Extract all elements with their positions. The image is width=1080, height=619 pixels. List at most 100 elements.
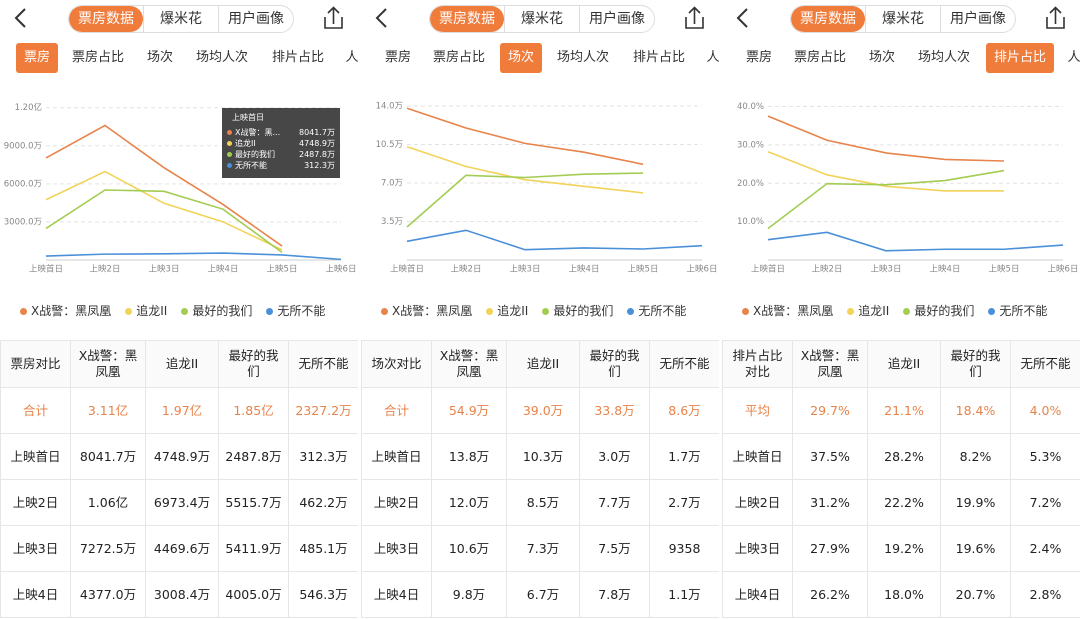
table-row: 上映4日 26.2% 18.0% 20.7% 2.8% (722, 571, 1080, 618)
x-tick-label: 上映5日 (989, 264, 1020, 275)
table-cell: 37.5% (792, 433, 868, 480)
header-cell: 追龙II (506, 340, 580, 388)
table-cell: 22.2% (867, 479, 941, 526)
table-cell: 12.0万 (431, 479, 507, 526)
tab[interactable]: 用户画像 (940, 6, 1015, 32)
table-cell: 312.3万 (288, 433, 358, 480)
legend-item: X战警：黑凤凰 (381, 302, 472, 319)
subtab[interactable]: 票房 (745, 50, 773, 65)
share-button[interactable] (685, 6, 704, 29)
subtab[interactable]: 场均人次 (195, 50, 249, 65)
tab-group: 票房数据 爆米花 用户画像 (68, 5, 294, 33)
legend-swatch (988, 308, 996, 315)
tooltip-value: 8041.7万 (299, 128, 335, 137)
header-cell: 追龙II (867, 340, 941, 388)
subtab[interactable]: 场均人次 (556, 50, 610, 65)
subtab[interactable]: 票房占比 (793, 50, 847, 65)
tooltip-name-wrap: 追龙II (227, 138, 256, 149)
table-cell: 7.2% (1010, 479, 1080, 526)
header-icons (375, 6, 704, 29)
table-row: 上映4日 4377.0万 3008.4万 4005.0万 546.3万 (0, 571, 358, 618)
table-cell: 3008.4万 (145, 571, 219, 618)
table-row: 合计 3.11亿 1.97亿 1.85亿 2327.2万 (0, 387, 358, 434)
legend-swatch (903, 308, 911, 315)
legend-item: 无所不能 (266, 302, 325, 319)
back-button[interactable] (375, 8, 387, 28)
tooltip-title: 上映首日 (232, 113, 264, 122)
tooltip-name-wrap: 最好的我们 (227, 149, 275, 160)
header-cell: X战警：黑凤凰 (792, 340, 868, 388)
subtab[interactable]: 排片占比 (632, 50, 686, 65)
table-cell: 13.8万 (431, 433, 507, 480)
subtab[interactable]: 场次 (146, 50, 174, 65)
series-line (45, 170, 283, 251)
table-cell: 2327.2万 (288, 387, 358, 434)
tab[interactable]: 用户画像 (218, 6, 293, 32)
back-button[interactable] (14, 8, 26, 28)
subtab[interactable]: 人 (706, 50, 719, 65)
legend-swatch (181, 308, 189, 315)
table-cell: 1.97亿 (145, 387, 219, 434)
share-button[interactable] (1046, 6, 1065, 29)
legend-label: 最好的我们 (553, 304, 614, 318)
tab[interactable]: 票房数据 (791, 6, 865, 32)
subtab[interactable]: 票房占比 (71, 50, 125, 65)
subtab[interactable]: 排片占比 (985, 43, 1055, 73)
tooltip-row: 追龙II 4748.9万 (222, 138, 340, 149)
legend-label: 无所不能 (638, 304, 687, 318)
table-row: 平均 29.7% 21.1% 18.4% 4.0% (722, 387, 1080, 434)
subtab[interactable]: 场次 (499, 43, 543, 73)
table-row: 上映4日 9.8万 6.7万 7.8万 1.1万 (361, 571, 719, 618)
series-line (406, 145, 644, 194)
tab[interactable]: 用户画像 (579, 6, 654, 32)
x-tick-label: 上映首日 (751, 264, 785, 275)
series-line (406, 172, 644, 228)
tab[interactable]: 票房数据 (430, 6, 504, 32)
header-cell: 最好的我们 (940, 340, 1011, 388)
back-button[interactable] (736, 8, 748, 28)
tooltip: 上映首日 X战警：黑... 8041.7万 追龙II 4748.9万 最好的我们 2487.… (222, 108, 340, 178)
series-line (767, 169, 1005, 230)
table-cell: 上映首日 (361, 433, 432, 480)
table-row: 合计 54.9万 39.0万 33.8万 8.6万 (361, 387, 719, 434)
subtab[interactable]: 票房 (15, 43, 59, 73)
legend-item: 最好的我们 (903, 302, 974, 319)
table-cell: 7.5万 (579, 525, 650, 572)
header-cell: X战警：黑凤凰 (431, 340, 507, 388)
tab[interactable]: 爆米花 (504, 6, 579, 32)
share-button[interactable] (324, 6, 343, 29)
table-cell: 2.8% (1010, 571, 1080, 618)
subtab[interactable]: 票房 (384, 50, 412, 65)
table-row: 上映3日 7272.5万 4469.6万 5411.9万 485.1万 (0, 525, 358, 572)
table-cell: 5411.9万 (218, 525, 289, 572)
tooltip-name: 无所不能 (235, 161, 267, 170)
table-cell: 上映4日 (722, 571, 793, 618)
legend-item: 追龙II (125, 302, 167, 319)
tab[interactable]: 爆米花 (865, 6, 940, 32)
tab[interactable]: 爆米花 (143, 6, 218, 32)
subtab[interactable]: 场次 (868, 50, 896, 65)
x-tick-label: 上映4日 (569, 264, 600, 275)
x-tick-label: 上映3日 (510, 264, 541, 275)
subtab[interactable]: 人 (1067, 50, 1080, 65)
table-cell: 2.4% (1010, 525, 1080, 572)
subtab[interactable]: 场均人次 (917, 50, 971, 65)
table-row: 上映3日 10.6万 7.3万 7.5万 9358 (361, 525, 719, 572)
table-cell: 4.0% (1010, 387, 1080, 434)
table-row: 上映首日 13.8万 10.3万 3.0万 1.7万 (361, 433, 719, 480)
table-cell: 上映3日 (0, 525, 71, 572)
table-cell: 4005.0万 (218, 571, 289, 618)
tooltip-swatch (227, 152, 232, 157)
table-header: 票房对比 X战警：黑凤凰 追龙II 最好的我们 无所不能 (0, 340, 358, 388)
phone-panel: 票房数据 爆米花 用户画像 票房 票房占比 场次 场均人次 排片占比 人 3000.0万 6000.… (0, 0, 358, 619)
tab[interactable]: 票房数据 (69, 6, 143, 32)
comparison-table: 排片占比对比 X战警：黑凤凰 追龙II 最好的我们 无所不能 平均 29.7% 21.1% 18… (722, 340, 1080, 618)
table-header: 场次对比 X战警：黑凤凰 追龙II 最好的我们 无所不能 (361, 340, 719, 388)
subtab[interactable]: 人 (345, 50, 358, 65)
subtab[interactable]: 票房占比 (432, 50, 486, 65)
table-cell: 合计 (361, 387, 432, 434)
legend-swatch (542, 308, 550, 315)
subtab[interactable]: 排片占比 (271, 50, 325, 65)
table-cell: 上映首日 (0, 433, 71, 480)
